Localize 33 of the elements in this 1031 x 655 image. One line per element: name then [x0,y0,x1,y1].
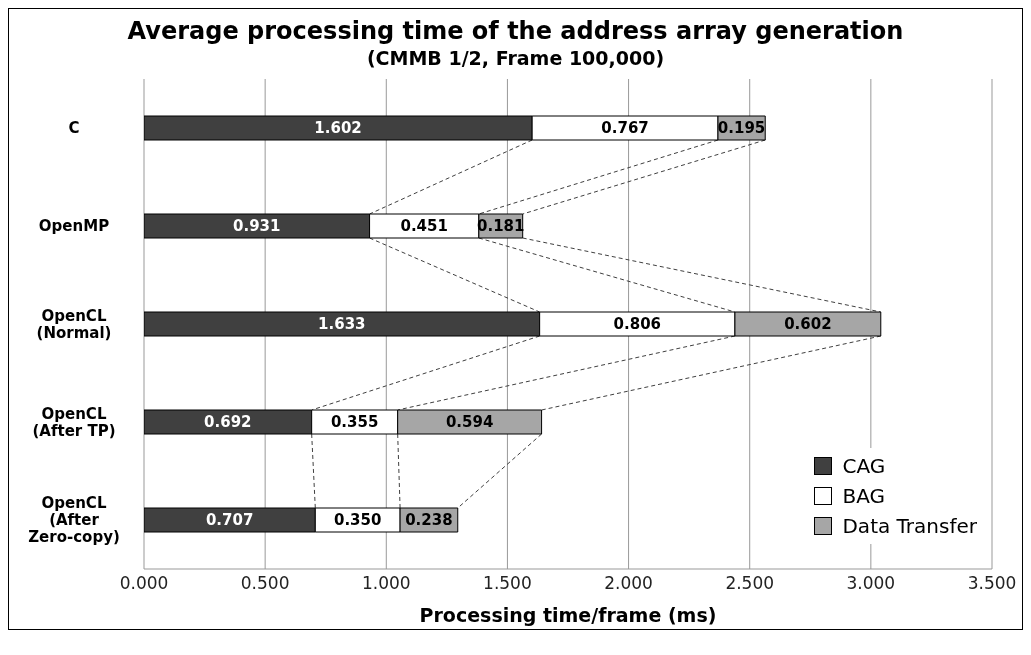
data-label: 0.931 [233,217,281,236]
data-label: 0.602 [784,315,832,334]
chart-subtitle: (CMMB 1/2, Frame 100,000) [365,47,666,69]
data-label: 0.238 [405,511,453,530]
data-label: 1.602 [314,119,362,138]
y-tick-label: OpenCL (Normal) [36,306,112,342]
y-tick-label: OpenCL (After Zero-copy) [28,494,120,546]
data-label: 0.767 [601,119,649,138]
data-label: 0.355 [330,413,379,432]
x-axis-title: Processing time/frame (ms) [419,604,717,626]
legend-label: BAG [842,484,886,508]
legend-label: Data Transfer [842,514,977,538]
data-label: 0.707 [205,511,254,530]
x-tick-label: 1.500 [483,573,532,594]
y-tick-label: OpenCL (After TP) [32,404,116,440]
x-tick-label: 1.000 [361,573,411,594]
chart-title: Average processing time of the address array generation [126,17,905,45]
legend-label: CAG [842,454,886,478]
data-label: 0.350 [333,511,382,530]
x-tick-label: 3.000 [846,573,896,594]
data-label: 1.633 [318,315,366,334]
data-label: 0.195 [717,119,766,138]
data-label: 0.692 [204,413,252,432]
x-tick-label: 0.500 [240,573,290,594]
data-label: 0.806 [613,315,662,334]
x-tick-label: 2.000 [604,573,653,594]
x-tick-label: 3.500 [967,573,1017,594]
data-label: 0.451 [400,217,448,236]
y-tick-label: C [68,119,80,137]
y-tick-label: OpenMP [38,217,110,235]
data-label: 0.594 [445,413,494,432]
x-tick-label: 0.000 [119,573,169,594]
x-tick-label: 2.500 [725,573,775,594]
